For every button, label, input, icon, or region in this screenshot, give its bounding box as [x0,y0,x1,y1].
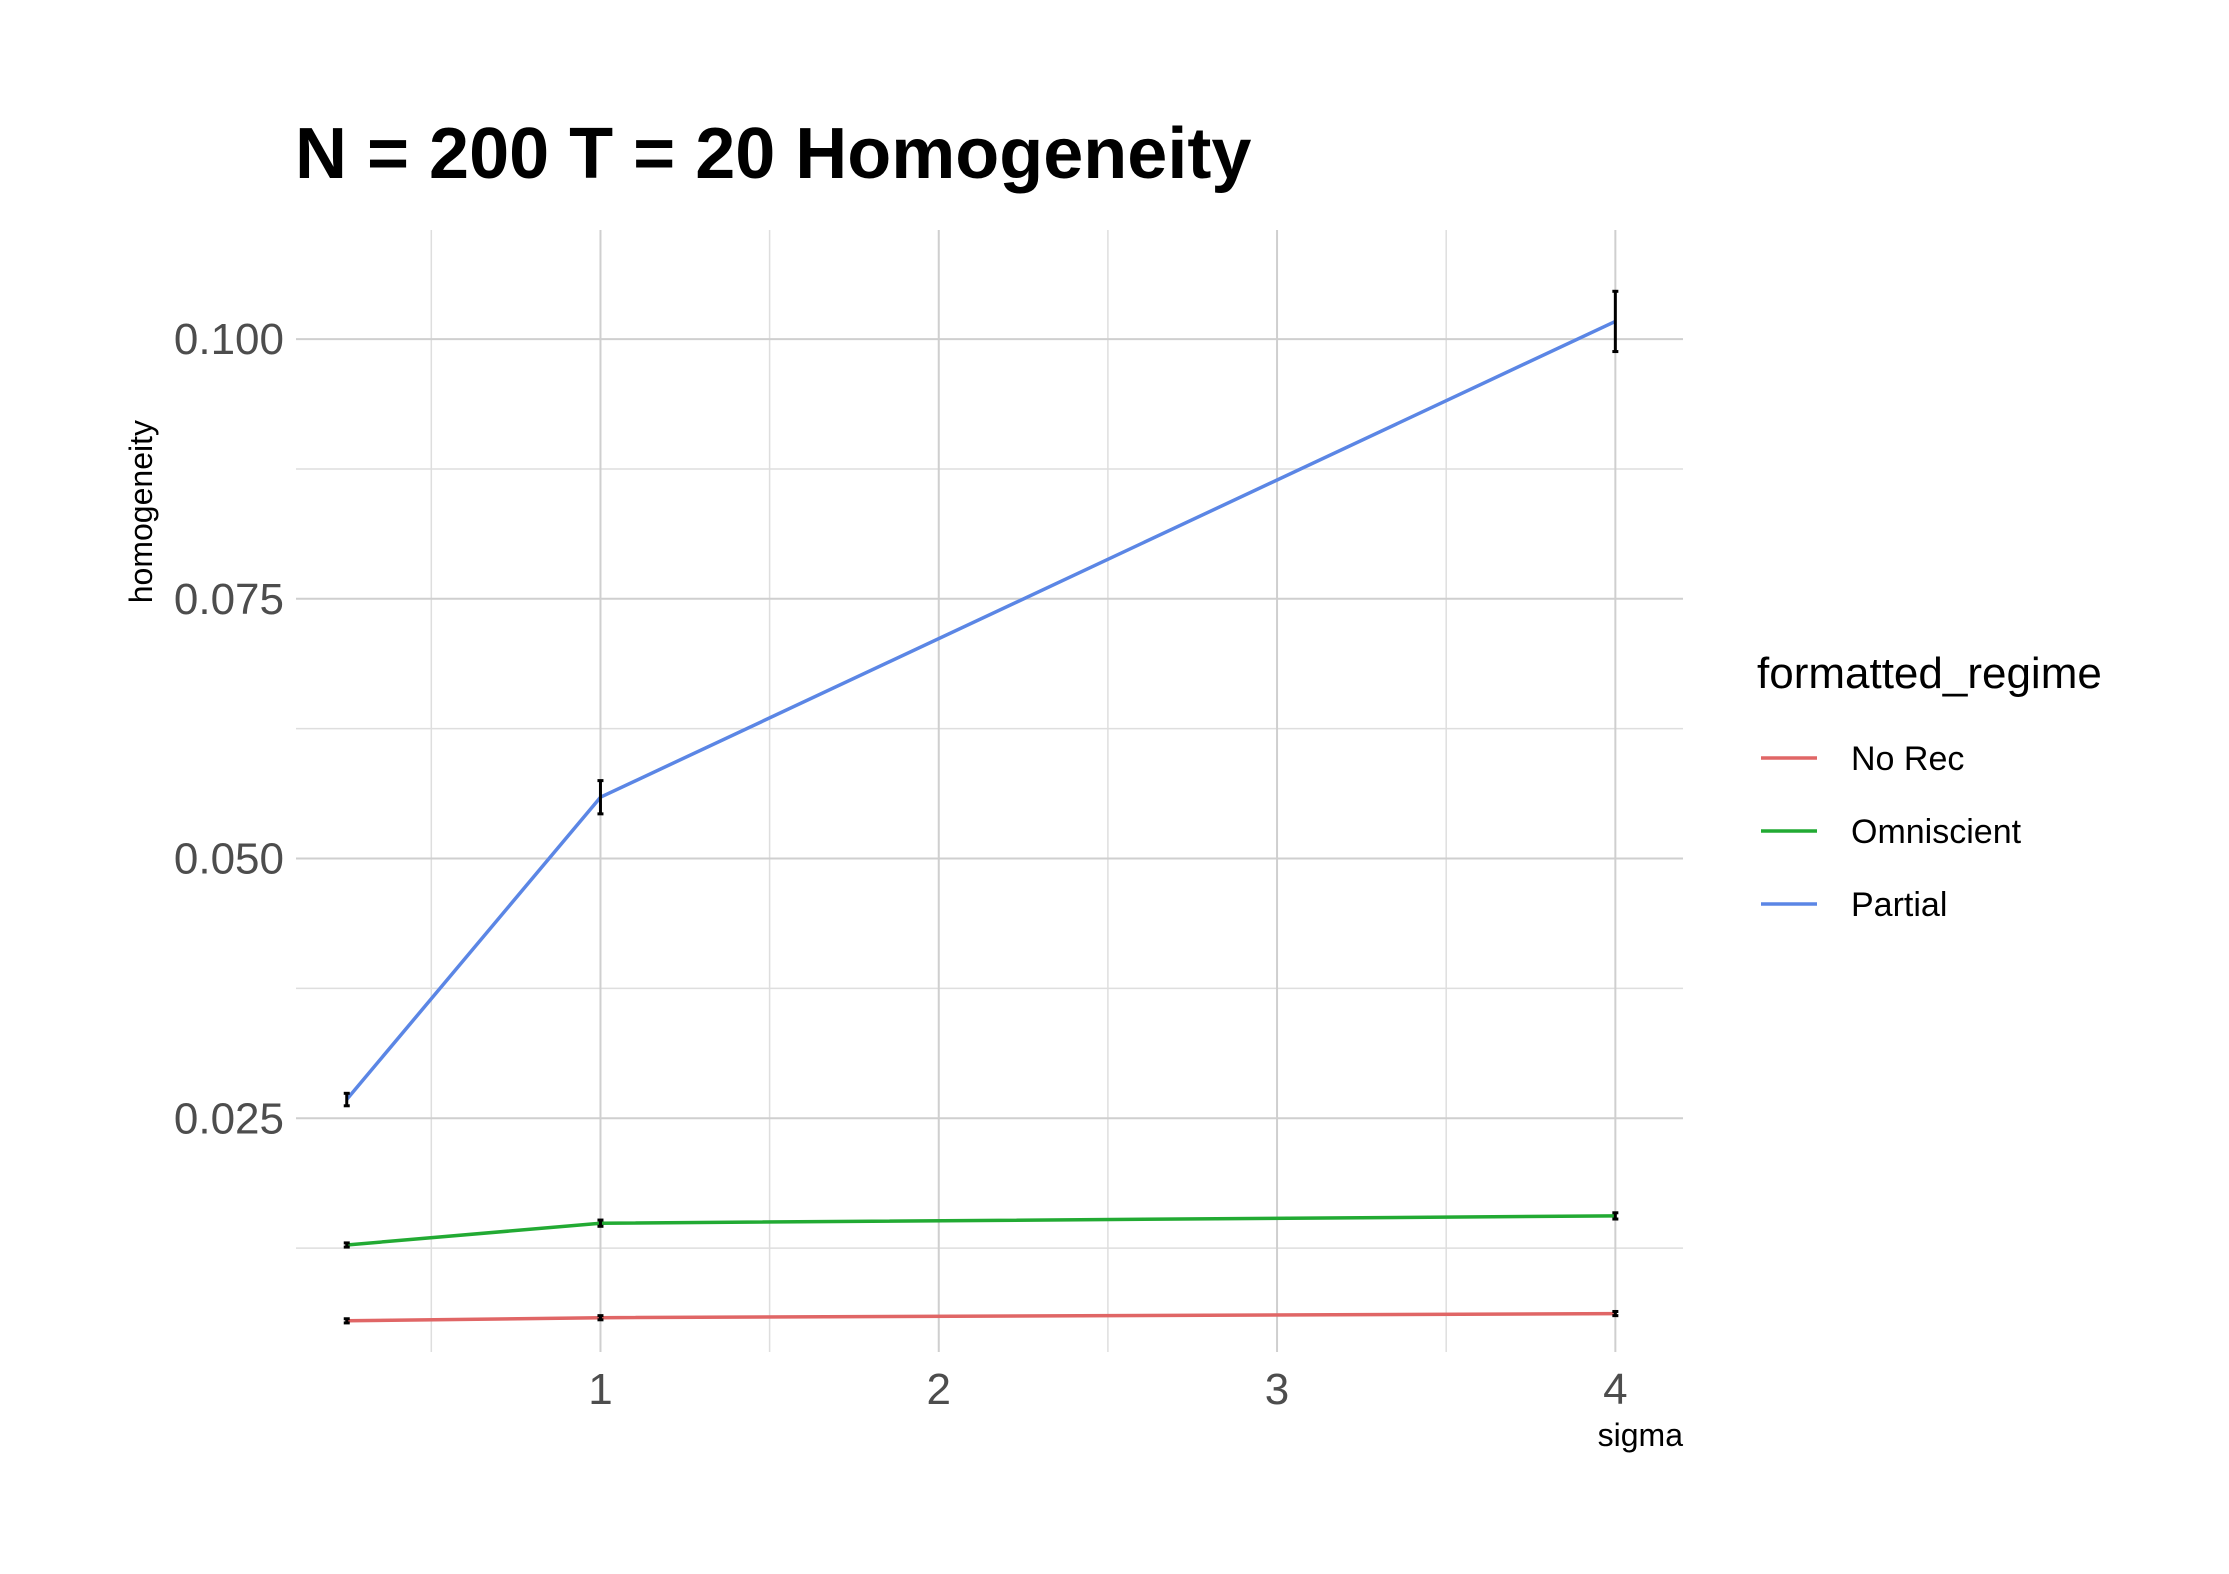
x-tick-label: 2 [927,1365,951,1414]
y-tick-label: 0.075 [174,575,284,624]
error-bar-no-rec [343,1317,350,1325]
y-tick-label: 0.100 [174,315,284,364]
error-bars [343,289,1619,1325]
x-tick-label: 4 [1603,1365,1627,1414]
legend-label-no-rec: No Rec [1851,740,1964,778]
error-bar-omniscient [1612,1211,1619,1221]
chart-title: N = 200 T = 20 Homogeneity [295,114,1251,194]
y-tick-label: 0.050 [174,835,284,884]
legend-item-partial: Partial [1761,886,1947,924]
error-bar-partial [343,1091,350,1108]
legend-title: formatted_regime [1757,649,2102,698]
legend-item-no-rec: No Rec [1761,740,1964,778]
y-axis-title: homogeneity [123,420,159,603]
error-bar-no-rec [597,1314,604,1322]
legend-item-omniscient: Omniscient [1761,813,2022,851]
error-bar-omniscient [597,1218,604,1228]
error-bar-partial [1612,289,1619,354]
error-bar-partial [597,779,604,816]
tick-labels: 0.025 0.050 0.075 0.100 1 2 3 4 [174,315,1628,1414]
legend-label-omniscient: Omniscient [1851,813,2022,851]
error-bar-no-rec [1612,1309,1619,1318]
x-axis-title: sigma [1598,1417,1684,1453]
legend: formatted_regime No Rec Omniscient Partial [1757,649,2102,924]
y-tick-label: 0.025 [174,1094,284,1143]
legend-label-partial: Partial [1851,886,1947,924]
x-tick-label: 3 [1265,1365,1289,1414]
x-tick-label: 1 [588,1365,612,1414]
error-bar-omniscient [343,1241,350,1249]
